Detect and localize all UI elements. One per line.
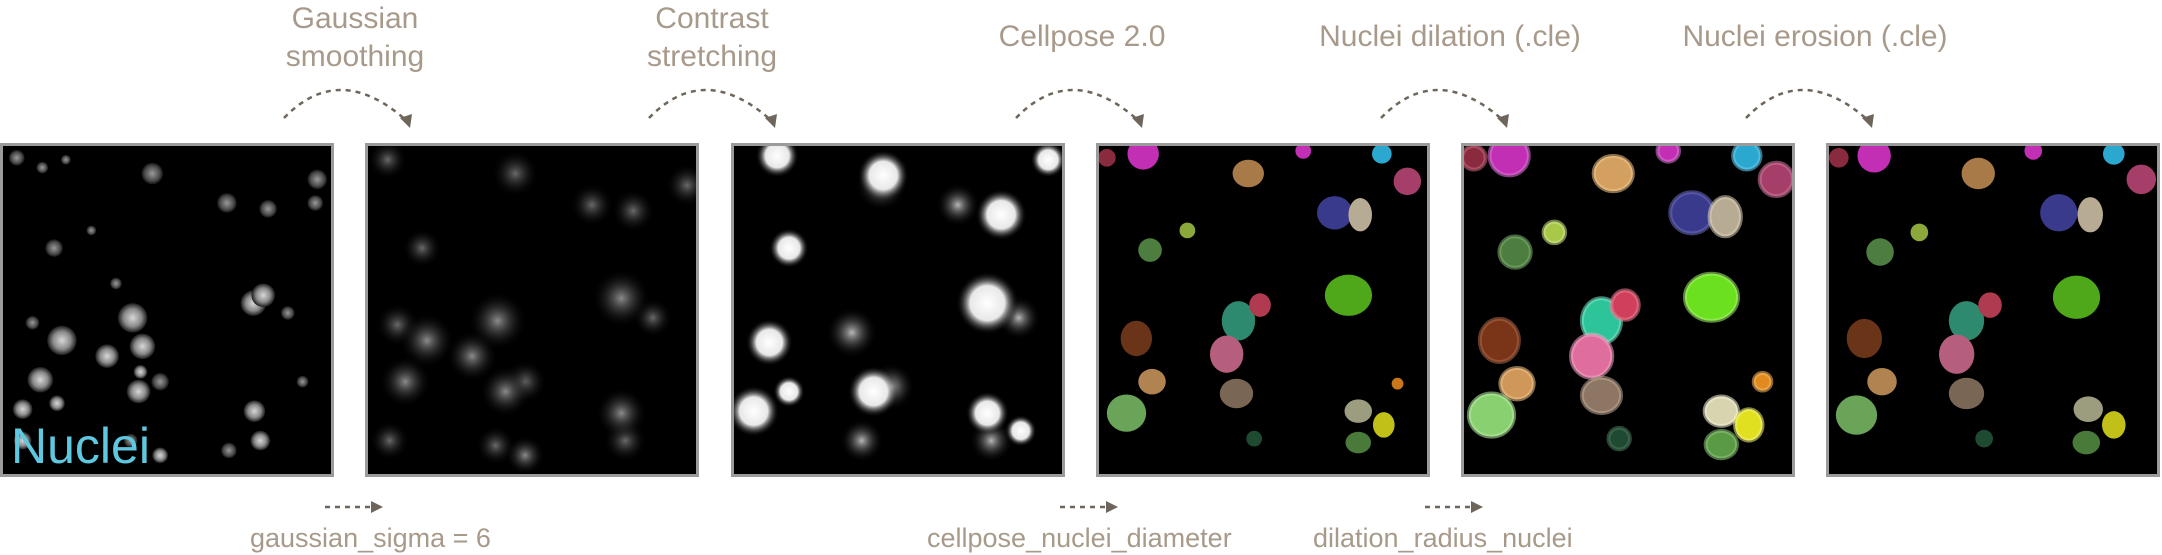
panel-gaussian-smoothed xyxy=(365,143,699,477)
panel-dilated-labels xyxy=(1461,143,1795,477)
param-label-cellpose-diameter: cellpose_nuclei_diameter xyxy=(927,523,1232,553)
step-label-gaussian-smoothing: Gaussian smoothing xyxy=(255,0,455,76)
panel-cellpose-labels xyxy=(1096,143,1430,477)
step-arrow-2 xyxy=(645,70,785,130)
step-label-cellpose: Cellpose 2.0 xyxy=(972,18,1192,56)
step-label-line1: Nuclei dilation (.cle) xyxy=(1319,20,1581,53)
step-arrow-5 xyxy=(1742,70,1882,130)
gaussian-smoothed-image xyxy=(368,146,696,474)
step-label-line1: Contrast xyxy=(655,2,769,35)
step-label-nuclei-dilation: Nuclei dilation (.cle) xyxy=(1300,18,1600,56)
nuclei-channel-label: Nuclei xyxy=(11,418,150,474)
step-label-line1: Cellpose 2.0 xyxy=(998,20,1166,53)
step-arrow-3 xyxy=(1012,70,1152,130)
step-label-line1: Gaussian xyxy=(291,2,419,35)
panel-raw-nuclei: Nuclei xyxy=(0,143,334,477)
param-arrow-gaussian-sigma xyxy=(325,499,385,515)
step-label-line2: smoothing xyxy=(285,40,425,73)
panel-contrast-stretched xyxy=(731,143,1065,477)
step-label-line1: Nuclei erosion (.cle) xyxy=(1682,20,1948,53)
step-label-line2: stretching xyxy=(646,40,778,73)
param-arrow-dilation-radius xyxy=(1425,499,1485,515)
panel-eroded-labels xyxy=(1826,143,2160,477)
param-label-dilation-radius: dilation_radius_nuclei xyxy=(1313,523,1573,553)
param-label-gaussian-sigma: gaussian_sigma = 6 xyxy=(250,523,491,553)
eroded-labels-image xyxy=(1829,146,2157,455)
cellpose-labels-image xyxy=(1099,146,1422,454)
dilated-labels-image xyxy=(1464,146,1792,461)
step-label-contrast-stretching: Contrast stretching xyxy=(612,0,812,76)
raw-nuclei-image xyxy=(8,149,328,464)
contrast-stretched-image xyxy=(734,146,1062,463)
param-arrow-cellpose-diameter xyxy=(1060,499,1120,515)
step-label-nuclei-erosion: Nuclei erosion (.cle) xyxy=(1665,18,1965,56)
step-arrow-1 xyxy=(280,70,420,130)
step-arrow-4 xyxy=(1377,70,1517,130)
